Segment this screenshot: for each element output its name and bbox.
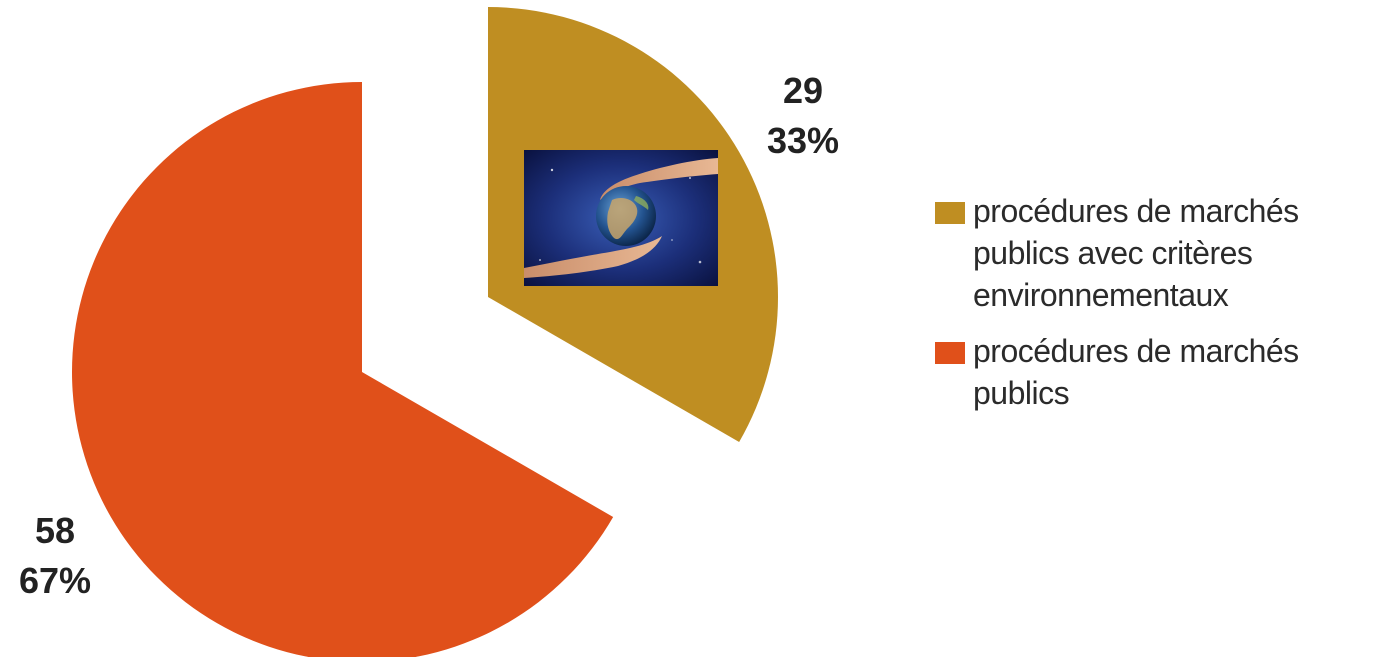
data-label-value-0: 29 <box>783 70 823 111</box>
earth-in-hands-icon <box>524 150 718 286</box>
legend-label-public-procurement: procédures de marchés publics <box>973 333 1299 411</box>
legend-swatch-environmental <box>935 202 965 224</box>
legend-label-environmental: procédures de marchés publics avec critè… <box>973 193 1299 313</box>
pie-slice-public-procurement <box>72 82 614 657</box>
legend-swatch-public-procurement <box>935 342 965 364</box>
legend-item-environmental: procédures de marchés publics avec critè… <box>933 190 1388 316</box>
legend-item-public-procurement: procédures de marchés publics <box>933 330 1388 414</box>
data-label-percent-1: 67% <box>19 560 91 601</box>
legend: procédures de marchés publics avec critè… <box>933 190 1388 428</box>
data-label-percent-0: 33% <box>767 120 839 161</box>
data-label-value-1: 58 <box>35 510 75 551</box>
